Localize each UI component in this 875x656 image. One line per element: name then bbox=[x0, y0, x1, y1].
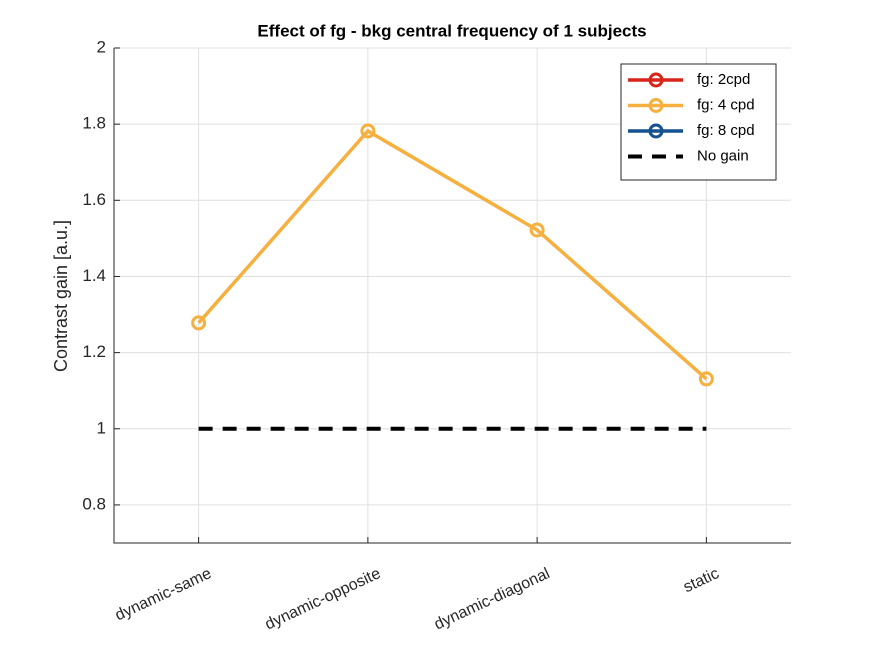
y-axis-label: Contrast gain [a.u.] bbox=[51, 220, 71, 372]
legend-label: fg: 4 cpd bbox=[697, 96, 755, 113]
y-tick-label: 2 bbox=[97, 37, 106, 56]
legend-marker bbox=[648, 98, 664, 113]
legend-label: fg: 2cpd bbox=[697, 71, 750, 88]
y-tick-label: 1.2 bbox=[82, 342, 106, 361]
axes-box bbox=[113, 48, 791, 544]
point bbox=[529, 222, 545, 238]
chart-title: Effect of fg - bkg central frequency of … bbox=[257, 21, 646, 40]
y-tick-label: 1.6 bbox=[82, 190, 106, 209]
point bbox=[360, 123, 376, 139]
legend-label: fg: 8 cpd bbox=[697, 122, 755, 139]
y-tick-label: 1.4 bbox=[82, 266, 106, 285]
legend-marker bbox=[648, 72, 664, 88]
legend-label: No gain bbox=[697, 147, 749, 164]
y-tick-label: 1.8 bbox=[82, 114, 106, 133]
point bbox=[698, 371, 714, 387]
y-tick-label: 1 bbox=[97, 418, 106, 437]
series-line bbox=[197, 128, 708, 381]
point bbox=[191, 315, 207, 331]
legend-box bbox=[620, 63, 777, 181]
legend-marker bbox=[648, 123, 664, 139]
y-tick-label: 0.8 bbox=[82, 494, 106, 513]
